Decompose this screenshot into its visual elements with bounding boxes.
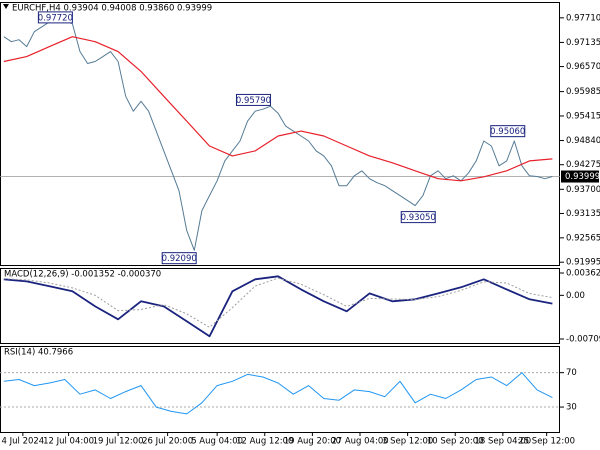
panel-title: RSI(14) 40.7966 [4, 348, 73, 358]
x-tick-label: 26 Jul 20:00 [142, 437, 193, 447]
x-tick-label: 19 Aug 20:00 [284, 437, 341, 447]
x-tick-label: 27 Aug 04:00 [331, 437, 388, 447]
y-tick-label: 0.97135 [566, 38, 600, 48]
menu-triangle [3, 4, 9, 9]
last-price-box [561, 170, 599, 183]
y-tick-label: 0.003628 [566, 268, 600, 278]
x-tick-label: 10 Sep 20:00 [427, 437, 484, 447]
y-tick-label: 70 [566, 368, 577, 378]
x-tick-label: 19 Jul 12:00 [93, 437, 144, 447]
y-tick-label: 0.94275 [566, 160, 600, 170]
y-tick-label: 0.93700 [566, 185, 600, 195]
x-tick-label: 12 Aug 12:00 [236, 437, 293, 447]
y-tick-label: 0.00 [566, 291, 585, 301]
panel-title: EURCHF,H4 0.93904 0.94008 0.93860 0.9399… [12, 4, 212, 14]
panel-frame [0, 2, 560, 266]
y-tick-label: 0.96570 [566, 62, 600, 72]
annotation-box [400, 211, 436, 224]
panel-frame [0, 268, 560, 344]
annotation-label: 0.92090 [162, 254, 197, 264]
y-tick-label: 0.97710 [566, 13, 600, 23]
annotation-box [490, 125, 526, 138]
x-tick-label: 12 Jul 04:00 [43, 437, 94, 447]
series-line [3, 372, 553, 415]
x-tick-label: 3 Sep 12:00 [382, 437, 433, 447]
y-tick-label: 0.95985 [566, 87, 600, 97]
annotation-label: 0.95790 [236, 96, 271, 106]
y-tick-label: 0.95415 [566, 111, 600, 121]
x-tick-label: 18 Sep 04:00 [474, 437, 531, 447]
panel-frame [0, 346, 560, 433]
annotation-label: 0.97720 [38, 13, 73, 23]
annotation-box [161, 252, 197, 265]
series-line [3, 275, 553, 338]
y-tick-label: 30 [566, 403, 577, 413]
annotation-box [235, 93, 271, 106]
x-tick-label: 4 Jul 2024 [2, 437, 45, 447]
y-tick-label: 0.94840 [566, 136, 600, 146]
annotation-box [37, 11, 73, 24]
last-price-label: 0.93999 [565, 172, 600, 182]
y-tick-label: 0.93135 [566, 209, 600, 219]
x-tick-label: 5 Aug 04:00 [191, 437, 243, 447]
panel-title: MACD(12,26,9) -0.001352 -0.000370 [4, 270, 161, 280]
y-tick-label: 0.92565 [566, 233, 600, 243]
series-line [3, 36, 553, 182]
annotation-label: 0.95060 [490, 127, 525, 137]
x-tick-label: 25 Sep 12:00 [518, 437, 575, 447]
series-line [3, 277, 553, 328]
y-tick-label: 0.91995 [566, 258, 600, 268]
y-tick-label: -0.007093 [566, 334, 600, 344]
annotation-label: 0.93050 [401, 213, 436, 223]
